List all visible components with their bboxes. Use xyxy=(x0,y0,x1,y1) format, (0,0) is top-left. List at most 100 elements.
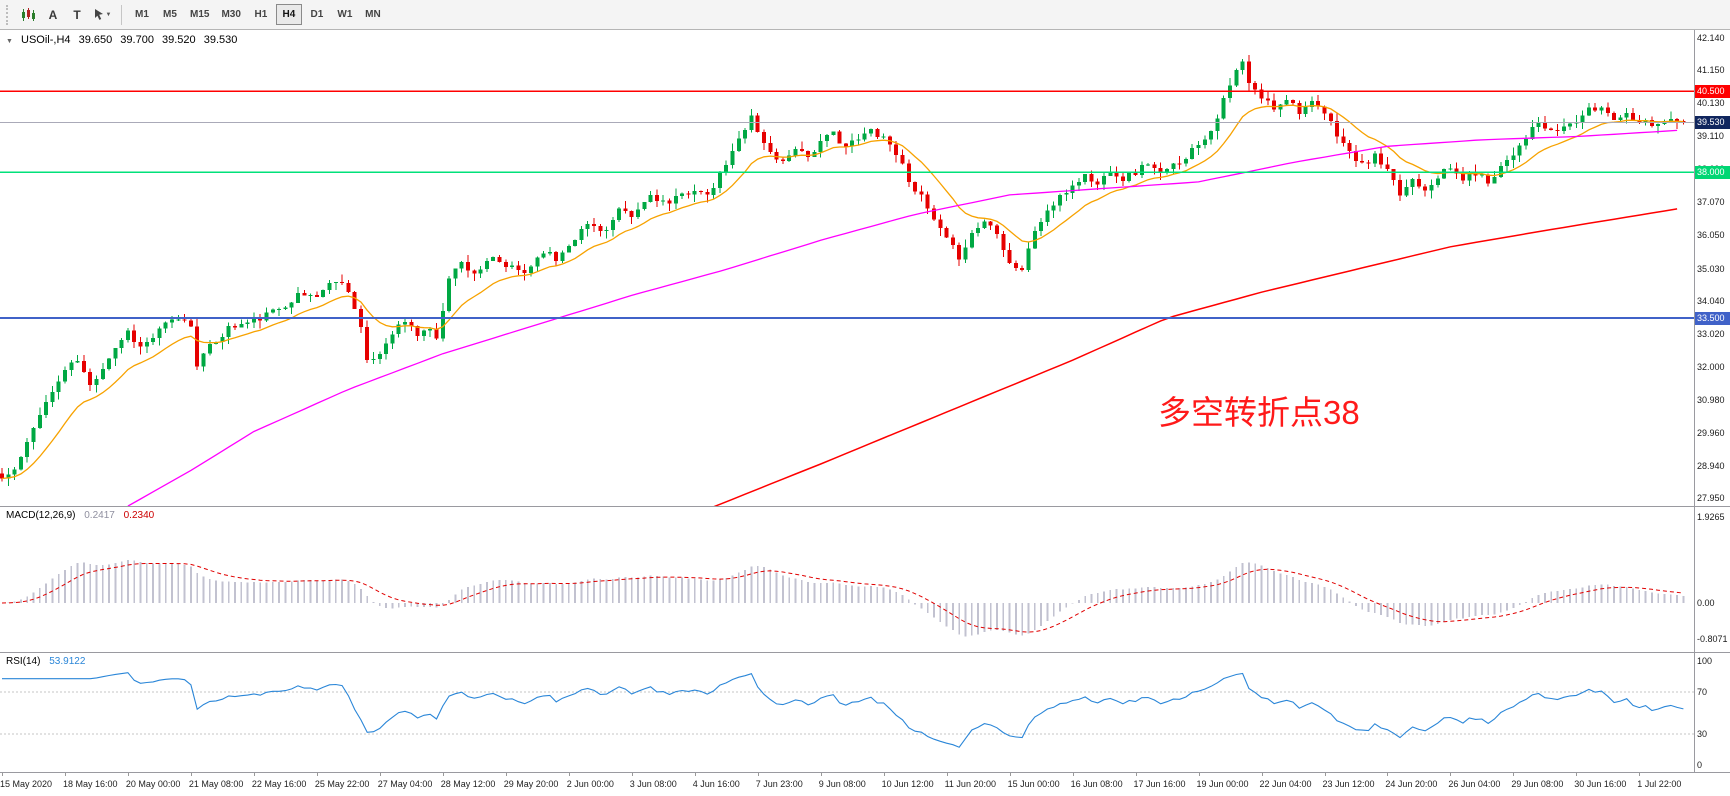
time-label: 1 Jul 22:00 xyxy=(1637,779,1682,789)
time-tick xyxy=(253,773,255,776)
time-tick xyxy=(694,773,696,776)
time-label: 24 Jun 20:00 xyxy=(1385,779,1438,789)
time-label: 7 Jun 23:00 xyxy=(755,779,803,789)
time-label: 22 Jun 04:00 xyxy=(1259,779,1312,789)
time-label: 19 Jun 00:00 xyxy=(1196,779,1249,789)
price-scale[interactable]: 42.14041.15040.13039.11038.09037.07036.0… xyxy=(1694,30,1730,506)
price-tick: 33.020 xyxy=(1697,328,1725,339)
cursor-tool-button[interactable]: ▼ xyxy=(90,4,114,26)
toolbar-grip[interactable] xyxy=(6,4,10,25)
rsi-tick: 0 xyxy=(1697,760,1703,770)
time-label: 30 Jun 16:00 xyxy=(1574,779,1627,789)
annotation-text: 多空转折点38 xyxy=(1158,394,1360,431)
time-tick xyxy=(505,773,507,776)
rsi-value: 53.9122 xyxy=(49,656,86,667)
timeframe-m5-button[interactable]: M5 xyxy=(163,9,177,20)
price-tick: 29.960 xyxy=(1697,427,1725,438)
chart-title: ▼ USOil-,H4 39.650 39.700 39.520 39.530 xyxy=(6,34,242,46)
timeframe-h4-button[interactable]: H4 xyxy=(275,4,302,25)
price-chart-canvas[interactable] xyxy=(0,30,1694,506)
time-tick xyxy=(1324,773,1326,776)
timeframe-m30-button[interactable]: M30 xyxy=(221,9,241,20)
time-tick xyxy=(946,773,948,776)
time-label: 18 May 16:00 xyxy=(63,779,118,789)
time-tick xyxy=(442,773,444,776)
rsi-panel: RSI(14) 53.9122 100 70 30 0 xyxy=(0,652,1730,772)
time-label: 22 May 16:00 xyxy=(251,779,307,789)
macd-tick: -0.8071 xyxy=(1697,634,1728,644)
time-label: 10 Jun 12:00 xyxy=(881,779,934,789)
timeframe-d1-button[interactable]: D1 xyxy=(310,9,324,20)
time-tick xyxy=(2,773,3,776)
macd-tick: 1.9265 xyxy=(1697,512,1725,522)
rsi-tick: 70 xyxy=(1697,687,1708,698)
macd-scale[interactable]: 1.9265 0.00 -0.8071 xyxy=(1694,507,1730,652)
time-label: 2 Jun 00:00 xyxy=(566,779,614,789)
price-tick: 32.000 xyxy=(1697,361,1725,372)
time-label: 16 Jun 08:00 xyxy=(1070,779,1123,789)
timeframe-w1-button[interactable]: W1 xyxy=(337,9,353,20)
toolbar: A T ▼ M1 M5 M15 M30 H1 H4 D1 W1 MN xyxy=(0,0,1730,30)
timeframe-m15-button[interactable]: M15 xyxy=(190,9,210,20)
rsi-chart-canvas[interactable] xyxy=(0,653,1694,772)
rsi-scale[interactable]: 100 70 30 0 xyxy=(1694,653,1730,772)
quote-open: 39.650 xyxy=(78,34,113,46)
toolbar-separator xyxy=(121,4,122,25)
time-tick xyxy=(190,773,192,776)
macd-tick: 0.00 xyxy=(1697,598,1715,608)
timeframe-m1-button[interactable]: M1 xyxy=(135,9,149,20)
time-tick xyxy=(1639,773,1641,776)
quote-high: 39.700 xyxy=(120,34,154,46)
time-label: 28 May 12:00 xyxy=(440,779,496,789)
font-tool-button[interactable]: A xyxy=(42,4,64,26)
time-tick xyxy=(1513,773,1515,776)
chart-area: ▼ USOil-,H4 39.650 39.700 39.520 39.530 … xyxy=(0,30,1730,796)
text-label-tool-button[interactable]: T xyxy=(66,4,88,26)
price-tick: 37.070 xyxy=(1697,197,1725,208)
time-label: 4 Jun 16:00 xyxy=(692,779,740,789)
macd-value-signal: 0.2340 xyxy=(123,510,155,521)
time-label: 11 Jun 20:00 xyxy=(944,779,996,789)
time-tick xyxy=(631,773,633,776)
price-level-badge: 40.500 xyxy=(1695,84,1730,98)
price-panel: ▼ USOil-,H4 39.650 39.700 39.520 39.530 … xyxy=(0,30,1730,506)
time-tick xyxy=(127,773,129,776)
price-tick: 36.050 xyxy=(1697,230,1725,241)
time-label: 25 May 22:00 xyxy=(314,779,370,789)
time-tick xyxy=(1450,773,1452,776)
macd-panel: MACD(12,26,9) 0.2417 0.2340 1.9265 0.00 -0… xyxy=(0,506,1730,652)
time-tick xyxy=(820,773,822,776)
macd-value-main: 0.2417 xyxy=(84,510,115,521)
price-tick: 41.150 xyxy=(1697,65,1725,76)
time-axis[interactable]: 15 May 2020 18 May 16:00 20 May 00:00 21 Ma… xyxy=(0,772,1730,796)
time-label: 3 Jun 08:00 xyxy=(629,779,677,789)
rsi-tick: 100 xyxy=(1697,656,1713,666)
timeframe-mn-button[interactable]: MN xyxy=(365,9,381,20)
time-tick xyxy=(883,773,885,776)
time-label: 15 May 2020 xyxy=(0,779,53,789)
time-tick xyxy=(1009,773,1011,776)
price-tick: 27.950 xyxy=(1697,493,1725,503)
macd-chart-canvas[interactable] xyxy=(0,507,1694,652)
quote-close: 39.530 xyxy=(203,34,238,46)
time-tick xyxy=(379,773,381,776)
time-tick xyxy=(65,773,66,776)
collapse-triangle-icon[interactable]: ▼ xyxy=(6,38,13,45)
time-tick xyxy=(1576,773,1578,776)
timeframe-h1-button[interactable]: H1 xyxy=(254,9,268,20)
time-tick xyxy=(568,773,570,776)
price-level-badge: 33.500 xyxy=(1695,311,1730,325)
timeframe-group: M1 M5 M15 M30 H1 H4 D1 W1 MN xyxy=(128,4,387,25)
time-tick xyxy=(1135,773,1137,776)
price-tick: 39.110 xyxy=(1697,131,1724,142)
time-label: 23 Jun 12:00 xyxy=(1322,779,1375,789)
time-label: 9 Jun 08:00 xyxy=(818,779,866,789)
time-label: 15 Jun 00:00 xyxy=(1007,779,1060,789)
price-level-badge: 38.000 xyxy=(1695,165,1730,179)
time-label: 17 Jun 16:00 xyxy=(1133,779,1186,789)
price-tick: 40.130 xyxy=(1697,98,1725,109)
price-tick: 42.140 xyxy=(1697,33,1725,43)
price-tick: 30.980 xyxy=(1697,394,1725,405)
chart-icon[interactable] xyxy=(16,4,40,26)
